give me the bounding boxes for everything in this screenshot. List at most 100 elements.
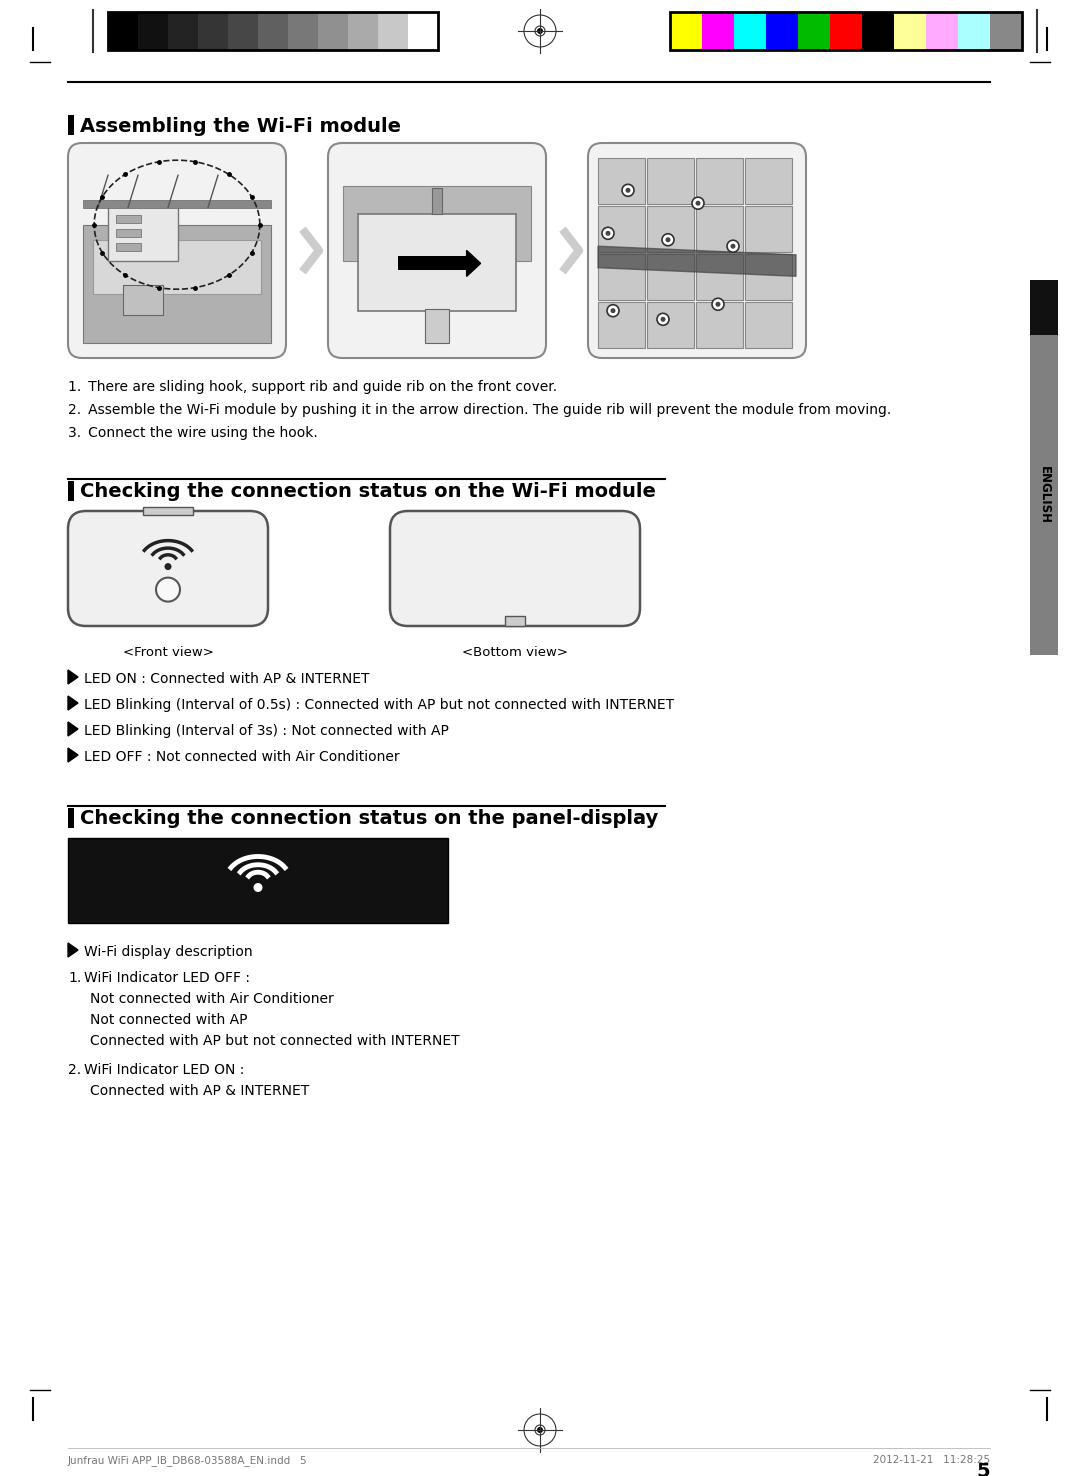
Bar [138, 12, 168, 50]
Bar [894, 12, 926, 50]
Text: 1. There are sliding hook, support rib and guide rib on the front cover.: 1. There are sliding hook, support rib a… [68, 379, 557, 394]
Bar [288, 12, 318, 50]
Bar [647, 158, 694, 204]
Text: LED Blinking (Interval of 3s) : Not connected with AP: LED Blinking (Interval of 3s) : Not conn… [84, 725, 449, 738]
Bar [831, 12, 862, 50]
Text: Not connected with AP: Not connected with AP [90, 1013, 247, 1027]
Circle shape [607, 304, 619, 317]
Text: WiFi Indicator LED ON :: WiFi Indicator LED ON : [84, 1063, 244, 1077]
Bar [198, 12, 228, 50]
Bar [647, 254, 694, 300]
Bar [116, 214, 141, 223]
Circle shape [602, 227, 615, 239]
Bar [745, 303, 792, 348]
Bar [168, 12, 198, 50]
Text: Wi-Fi display description: Wi-Fi display description [84, 945, 253, 959]
Bar [357, 214, 516, 311]
Bar [696, 207, 743, 252]
Polygon shape [68, 670, 78, 683]
Polygon shape [68, 697, 78, 710]
FancyBboxPatch shape [328, 143, 546, 359]
Text: LED ON : Connected with AP & INTERNET: LED ON : Connected with AP & INTERNET [84, 672, 369, 686]
Circle shape [692, 198, 704, 210]
Bar [734, 12, 766, 50]
Text: 2. Assemble the Wi-Fi module by pushing it in the arrow direction. The guide rib: 2. Assemble the Wi-Fi module by pushing … [68, 403, 891, 418]
Bar [116, 229, 141, 236]
Bar [123, 285, 163, 314]
Bar [108, 12, 138, 50]
Bar [318, 12, 348, 50]
Bar [745, 207, 792, 252]
Bar [990, 12, 1022, 50]
Bar [670, 12, 702, 50]
Bar [397, 257, 467, 270]
Circle shape [625, 187, 631, 193]
FancyBboxPatch shape [68, 143, 286, 359]
Bar [68, 807, 75, 828]
Circle shape [712, 298, 724, 310]
Text: ENGLISH: ENGLISH [1038, 466, 1051, 524]
Bar [378, 12, 408, 50]
Circle shape [662, 233, 674, 245]
Bar [958, 12, 990, 50]
Bar [647, 207, 694, 252]
Circle shape [715, 301, 720, 307]
Polygon shape [467, 251, 481, 276]
Bar [598, 303, 645, 348]
Text: Connected with AP but not connected with INTERNET: Connected with AP but not connected with… [90, 1035, 460, 1048]
Text: 2.: 2. [68, 1063, 81, 1077]
Text: WiFi Indicator LED OFF :: WiFi Indicator LED OFF : [84, 971, 249, 984]
Circle shape [537, 1427, 543, 1433]
Bar [696, 158, 743, 204]
Bar [83, 224, 271, 342]
Circle shape [156, 577, 180, 602]
Circle shape [164, 564, 172, 570]
Bar [702, 12, 734, 50]
Bar [408, 12, 438, 50]
Bar [798, 12, 831, 50]
Bar [116, 242, 141, 251]
Bar [108, 12, 438, 50]
Bar [598, 254, 645, 300]
Text: 5: 5 [976, 1463, 990, 1476]
Circle shape [254, 883, 262, 892]
Bar [258, 12, 288, 50]
Polygon shape [598, 246, 796, 276]
Circle shape [730, 244, 735, 248]
Bar [108, 201, 178, 261]
Bar [862, 12, 894, 50]
Bar [228, 12, 258, 50]
FancyBboxPatch shape [588, 143, 806, 359]
Bar [68, 115, 75, 134]
Polygon shape [68, 722, 78, 737]
Circle shape [537, 28, 543, 34]
Bar [926, 12, 958, 50]
Text: Checking the connection status on the panel-display: Checking the connection status on the pa… [80, 809, 658, 828]
Circle shape [661, 317, 665, 322]
Bar [745, 254, 792, 300]
Text: Connected with AP & INTERNET: Connected with AP & INTERNET [90, 1083, 309, 1098]
Bar [598, 207, 645, 252]
Bar [670, 12, 1022, 50]
FancyBboxPatch shape [390, 511, 640, 626]
Circle shape [696, 201, 701, 205]
Text: LED OFF : Not connected with Air Conditioner: LED OFF : Not connected with Air Conditi… [84, 750, 400, 765]
Text: Checking the connection status on the Wi-Fi module: Checking the connection status on the Wi… [80, 483, 656, 500]
Circle shape [610, 308, 616, 313]
Bar [745, 158, 792, 204]
Polygon shape [68, 943, 78, 956]
Text: 3. Connect the wire using the hook.: 3. Connect the wire using the hook. [68, 427, 318, 440]
Bar [68, 838, 448, 922]
Text: LED Blinking (Interval of 0.5s) : Connected with AP but not connected with INTER: LED Blinking (Interval of 0.5s) : Connec… [84, 698, 674, 711]
Bar [1030, 280, 1058, 335]
Bar [143, 506, 193, 515]
Text: Not connected with Air Conditioner: Not connected with Air Conditioner [90, 992, 334, 1007]
Bar [93, 239, 261, 294]
Text: Junfrau WiFi APP_IB_DB68-03588A_EN.indd   5: Junfrau WiFi APP_IB_DB68-03588A_EN.indd … [68, 1455, 308, 1466]
Bar [426, 308, 449, 342]
Bar [696, 303, 743, 348]
Circle shape [606, 230, 610, 236]
Text: 1.: 1. [68, 971, 81, 984]
Text: 2012-11-21   11:28:25: 2012-11-21 11:28:25 [873, 1455, 990, 1466]
Circle shape [657, 313, 669, 325]
